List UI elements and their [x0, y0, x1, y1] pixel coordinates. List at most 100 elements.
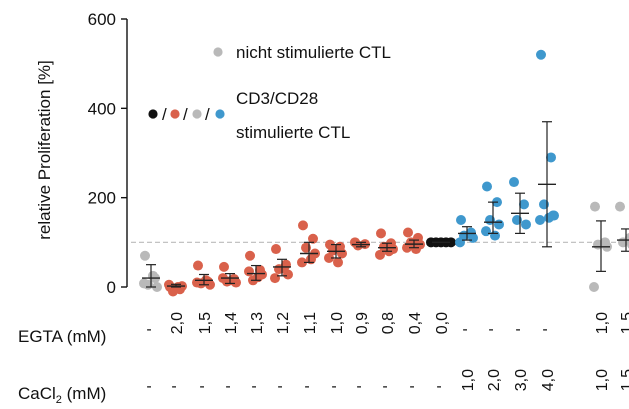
- data-point: [456, 215, 466, 225]
- legend-marker-unstimulated: [213, 47, 223, 57]
- data-point: [411, 244, 421, 255]
- data-point: [152, 282, 162, 292]
- y-tick-label: 600: [88, 10, 116, 29]
- group-17: [615, 201, 629, 252]
- data-point: [219, 261, 229, 272]
- cacl2-label: 3,0: [513, 369, 530, 391]
- cacl2-main: CaCl: [18, 384, 56, 403]
- data-point: [546, 152, 556, 163]
- group-11: [426, 237, 456, 248]
- egta-label: 1,3: [249, 312, 266, 334]
- data-point: [376, 228, 386, 239]
- legend-label-stimulated-line2: stimulierte CTL: [236, 123, 350, 142]
- cacl2-label: -: [171, 378, 176, 395]
- egta-label: 0,4: [407, 312, 424, 334]
- legend-label-unstimulated: nicht stimulierte CTL: [236, 43, 391, 62]
- data-point: [590, 201, 600, 212]
- legend-label-stimulated-line1: CD3/CD28: [236, 89, 318, 108]
- data-point: [615, 201, 625, 212]
- egta-label: 1,0: [594, 312, 611, 334]
- egta-label: 1,2: [275, 312, 292, 334]
- egta-label: 0,0: [434, 312, 451, 334]
- group-12: [455, 215, 478, 248]
- cacl2-label: 4,0: [540, 369, 557, 391]
- data-point: [490, 230, 500, 241]
- data-point: [244, 266, 254, 277]
- data-point: [324, 252, 334, 263]
- legend-marker-black: [148, 109, 158, 119]
- group-0: [139, 250, 162, 292]
- data-point: [245, 250, 255, 261]
- group-16: [589, 201, 612, 292]
- data-point: [297, 257, 307, 268]
- cacl2-label: -: [225, 378, 230, 395]
- data-point: [337, 248, 347, 259]
- group-5: [270, 244, 293, 284]
- egta-label: 0,8: [380, 312, 397, 334]
- group-2: [192, 260, 215, 290]
- data-point: [549, 210, 559, 221]
- cacl2-label: 1,0: [460, 369, 477, 391]
- egta-label: -: [462, 321, 467, 338]
- cacl2-label: 1,0: [594, 369, 611, 391]
- egta-label: 0,9: [354, 312, 371, 334]
- y-axis-label: relative Proliferation [%]: [35, 60, 54, 240]
- cacl2-label: -: [436, 378, 441, 395]
- data-point: [271, 244, 281, 255]
- cacl2-label: 2,0: [486, 369, 503, 391]
- data-point: [455, 237, 465, 248]
- egta-label: -: [146, 321, 151, 338]
- cacl2-label: -: [251, 378, 256, 395]
- legend: nicht stimulierte CTL / / / CD3/CD28 sti…: [148, 43, 391, 142]
- data-point: [468, 232, 478, 243]
- cacl2-label: -: [382, 378, 387, 395]
- y-tick-label: 200: [88, 189, 116, 208]
- data-point: [494, 219, 504, 230]
- cacl2-label: -: [146, 378, 151, 395]
- cacl2-label: -: [304, 378, 309, 395]
- data-point: [482, 181, 492, 192]
- egta-label: -: [488, 321, 493, 338]
- data-point: [403, 227, 413, 238]
- legend-separator: /: [162, 105, 167, 124]
- data-point: [589, 282, 599, 292]
- egta-label: 1,5: [619, 312, 629, 334]
- data-point: [535, 215, 545, 225]
- data-point: [536, 49, 546, 60]
- x-axis-labels: --2,0-1,5-1,4-1,3-1,2-1,1-1,0-0,9-0,8-0,…: [146, 312, 629, 395]
- group-7: [324, 239, 347, 268]
- egta-label: -: [542, 321, 547, 338]
- y-tick-label: 0: [107, 278, 116, 297]
- egta-label: 2,0: [169, 312, 186, 334]
- data-point: [298, 220, 308, 231]
- data-point: [333, 257, 343, 268]
- group-14: [509, 177, 531, 234]
- data-point: [270, 273, 280, 284]
- data-point: [402, 242, 412, 253]
- group-3: [218, 261, 241, 288]
- cacl2-label: -: [409, 378, 414, 395]
- cacl2-label: -: [331, 378, 336, 395]
- legend-marker-blue: [215, 109, 225, 119]
- data-point: [148, 270, 158, 281]
- group-8: [350, 237, 370, 251]
- data-point: [139, 278, 149, 289]
- egta-label: 1,1: [302, 312, 319, 334]
- egta-row-label: EGTA (mM): [18, 327, 106, 346]
- legend-marker-red: [170, 109, 180, 119]
- legend-separator: /: [205, 105, 210, 124]
- group-9: [375, 228, 398, 260]
- group-15: [535, 49, 559, 248]
- cacl2-unit: (mM): [62, 384, 106, 403]
- cacl2-label: -: [199, 378, 204, 395]
- y-tick-label: 400: [88, 99, 116, 118]
- group-6: [297, 220, 320, 268]
- egta-label: 1,4: [223, 312, 240, 334]
- data-point: [509, 177, 519, 188]
- cacl2-subscript: 2: [56, 394, 62, 406]
- group-1: [164, 279, 187, 297]
- egta-label: 1,0: [329, 312, 346, 334]
- cacl2-label: -: [356, 378, 361, 395]
- data-point: [481, 226, 491, 237]
